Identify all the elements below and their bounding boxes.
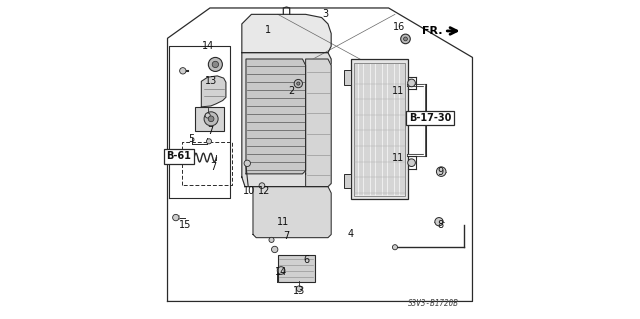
- Circle shape: [436, 167, 446, 176]
- Circle shape: [205, 113, 211, 118]
- Circle shape: [408, 159, 415, 167]
- Circle shape: [269, 237, 274, 242]
- Circle shape: [208, 116, 214, 122]
- Bar: [195, 107, 224, 131]
- Circle shape: [294, 79, 303, 88]
- Bar: [278, 255, 315, 282]
- Polygon shape: [202, 76, 226, 107]
- Text: B-61: B-61: [166, 151, 191, 161]
- Circle shape: [209, 57, 222, 71]
- Circle shape: [271, 246, 278, 253]
- Text: 9: 9: [438, 167, 444, 177]
- Text: 14: 14: [202, 41, 214, 51]
- Bar: [344, 174, 351, 188]
- Text: 16: 16: [393, 22, 405, 32]
- Circle shape: [392, 245, 397, 250]
- Circle shape: [259, 183, 265, 189]
- Circle shape: [173, 214, 179, 221]
- Text: 12: 12: [258, 186, 270, 197]
- Text: 6: 6: [303, 255, 310, 265]
- Polygon shape: [242, 14, 331, 53]
- Text: 11: 11: [392, 86, 404, 96]
- Circle shape: [277, 267, 285, 274]
- Text: FR.: FR.: [422, 26, 442, 36]
- Circle shape: [297, 82, 300, 85]
- Circle shape: [435, 218, 443, 226]
- Bar: [344, 70, 351, 85]
- Text: 8: 8: [438, 220, 444, 230]
- Text: 7: 7: [284, 231, 290, 241]
- Text: 3: 3: [323, 9, 328, 19]
- Text: 14: 14: [275, 267, 287, 277]
- Polygon shape: [253, 187, 331, 238]
- Text: 5: 5: [189, 134, 195, 144]
- Circle shape: [401, 34, 410, 44]
- Text: 11: 11: [277, 217, 289, 227]
- Circle shape: [404, 37, 408, 41]
- Text: S3V3-B1720B: S3V3-B1720B: [408, 299, 459, 308]
- Circle shape: [207, 139, 212, 144]
- Text: 11: 11: [392, 153, 404, 163]
- Circle shape: [180, 68, 186, 74]
- Bar: [354, 63, 405, 196]
- Text: 4: 4: [348, 229, 353, 240]
- Polygon shape: [306, 59, 331, 187]
- Circle shape: [212, 61, 218, 68]
- Text: 2: 2: [288, 86, 294, 96]
- Text: B-17-30: B-17-30: [409, 113, 451, 123]
- Text: 13: 13: [205, 76, 217, 86]
- Text: 7: 7: [207, 126, 213, 136]
- Polygon shape: [242, 53, 331, 187]
- Text: 10: 10: [243, 186, 255, 197]
- Circle shape: [204, 112, 218, 126]
- Circle shape: [408, 79, 415, 87]
- Circle shape: [296, 286, 302, 292]
- Text: 15: 15: [179, 220, 191, 230]
- Circle shape: [244, 160, 250, 167]
- Polygon shape: [246, 59, 306, 174]
- Text: 7: 7: [210, 162, 216, 173]
- Text: 13: 13: [293, 286, 305, 296]
- Text: 1: 1: [265, 25, 271, 35]
- Bar: [351, 59, 408, 199]
